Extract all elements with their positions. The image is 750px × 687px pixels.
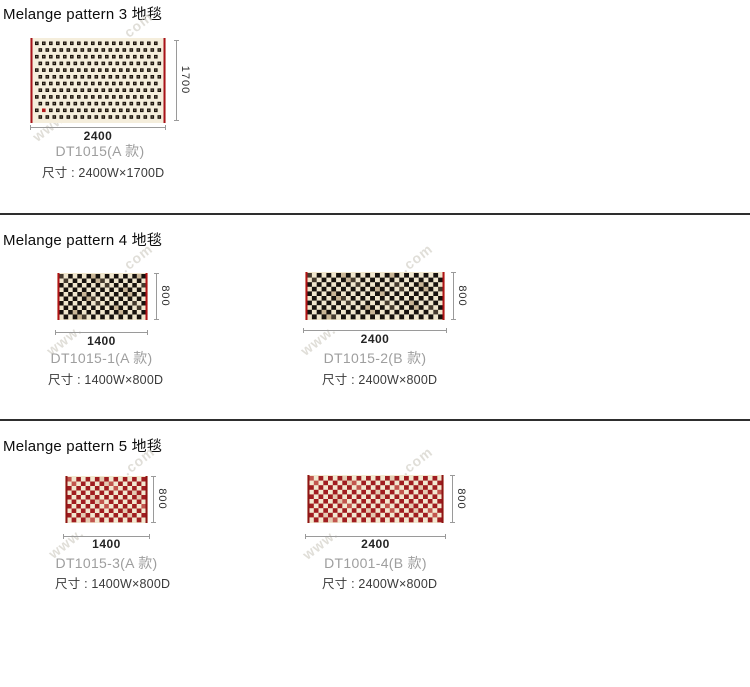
product-model-label: DT1001-4(B 款) (324, 555, 427, 571)
product-size-label: 尺寸 : 2400W×800D (322, 577, 438, 591)
watermark-text: .com (396, 240, 436, 276)
product-model-label: DT1015(A 款) (55, 143, 145, 159)
section-divider (0, 419, 750, 421)
width-dimension-label: 2400 (360, 332, 390, 346)
carpet-swatch-dt1015-2 (305, 272, 445, 320)
product-size-label: 尺寸 : 2400W×800D (322, 373, 438, 387)
width-dimension-line (303, 328, 447, 333)
width-dimension-label: 1400 (92, 537, 121, 551)
product-model-label: DT1015-3(A 款) (55, 555, 158, 571)
height-dimension-label: 800 (159, 285, 171, 307)
product-model-label: DT1015-1(A 款) (50, 350, 153, 366)
carpet-swatch-dt1001-4 (307, 475, 444, 523)
carpet-swatch-dt1015-1 (57, 273, 148, 320)
section-title-pattern-5: Melange pattern 5 地毯 (3, 438, 163, 455)
product-size-label: 尺寸 : 2400W×1700D (42, 166, 165, 180)
width-dimension-label: 1400 (87, 334, 116, 348)
height-dimension-label: 1700 (179, 65, 191, 95)
width-dimension-line (55, 330, 148, 335)
carpet-swatch-dt1015 (30, 38, 166, 123)
height-dimension-line (174, 40, 179, 121)
height-dimension-line (154, 273, 159, 320)
section-divider (0, 213, 750, 215)
height-dimension-line (451, 272, 456, 320)
height-dimension-label: 800 (156, 488, 168, 510)
watermark-text: .com (396, 443, 436, 479)
width-dimension-line (63, 534, 150, 539)
height-dimension-label: 800 (456, 285, 468, 307)
product-size-label: 尺寸 : 1400W×800D (55, 577, 171, 591)
width-dimension-line (305, 534, 446, 539)
height-dimension-label: 800 (455, 488, 467, 510)
height-dimension-line (450, 475, 455, 523)
height-dimension-line (151, 476, 156, 523)
width-dimension-label: 2400 (83, 129, 113, 143)
product-size-label: 尺寸 : 1400W×800D (48, 373, 164, 387)
section-title-pattern-3: Melange pattern 3 地毯 (3, 6, 163, 23)
width-dimension-label: 2400 (361, 537, 390, 551)
product-model-label: DT1015-2(B 款) (323, 350, 427, 366)
section-title-pattern-4: Melange pattern 4 地毯 (3, 232, 163, 249)
carpet-swatch-dt1015-3 (65, 476, 148, 523)
width-dimension-line (30, 125, 166, 130)
